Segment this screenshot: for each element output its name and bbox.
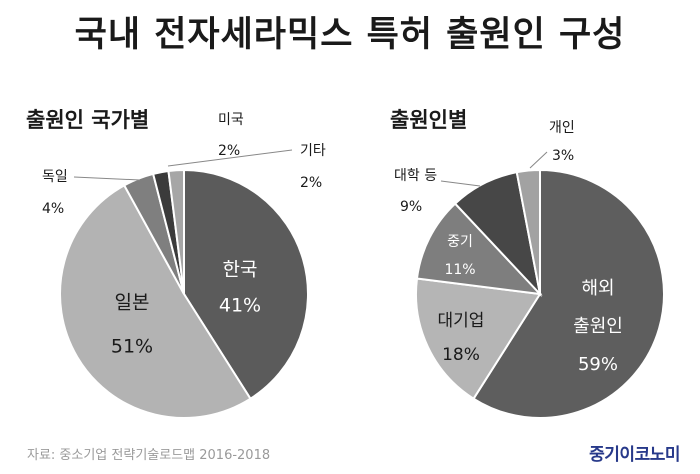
slice-label-japan: 일본 xyxy=(115,292,150,314)
slice-label-individual: 개인 xyxy=(549,120,575,136)
pie-slice-sme xyxy=(415,202,543,296)
slice-value-korea: 41% xyxy=(219,295,261,317)
pie-slice-overseas xyxy=(472,168,665,419)
source-note: 자료: 중소기업 전략기술로드맵 2016-2018 xyxy=(27,448,271,463)
slice-label-germany: 독일 xyxy=(42,169,68,185)
slice-label-sme: 중기 xyxy=(447,234,473,250)
pie-slice-individual xyxy=(515,168,541,295)
pie-chart-0: 한국 41% 일본 51% 독일 4% 미국 2% 기타 2% xyxy=(42,112,326,419)
pie-slice-japan xyxy=(59,183,252,419)
slice-value-other: 2% xyxy=(300,175,322,191)
slice-label-usa: 미국 xyxy=(218,112,244,128)
slice-value-japan: 51% xyxy=(111,336,153,358)
slice-label-other: 기타 xyxy=(300,143,326,159)
leader-line-individual xyxy=(529,151,548,169)
slice-label-overseas: 해외 xyxy=(581,278,614,299)
pie-slice-other xyxy=(167,168,185,295)
chart-title-country: 출원인 국가별 xyxy=(26,108,150,132)
slice-value-large-corp: 18% xyxy=(442,345,480,365)
slice-label-university: 대학 등 xyxy=(394,168,437,184)
leader-line-germany xyxy=(73,176,141,181)
page-title: 국내 전자세라믹스 특허 출원인 구성 xyxy=(74,15,626,55)
slice-value-germany: 4% xyxy=(42,201,64,217)
slice-value-individual: 3% xyxy=(552,148,574,164)
slice-value-usa: 2% xyxy=(218,143,240,159)
slice-value-overseas: 59% xyxy=(578,354,618,375)
pie-slice-large-corp xyxy=(415,277,542,401)
leader-line-university xyxy=(440,180,481,187)
slice-label-korea: 한국 xyxy=(223,259,258,281)
slice-label-overseas: 출원인 xyxy=(573,316,623,337)
slice-value-university: 9% xyxy=(400,199,422,215)
leader-line-other xyxy=(167,149,293,167)
chart-title-applicant: 출원인별 xyxy=(390,108,468,132)
slice-value-sme: 11% xyxy=(444,262,475,278)
slice-label-large-corp: 대기업 xyxy=(438,311,485,331)
brand-logo: 중기이코노미 xyxy=(589,445,680,465)
